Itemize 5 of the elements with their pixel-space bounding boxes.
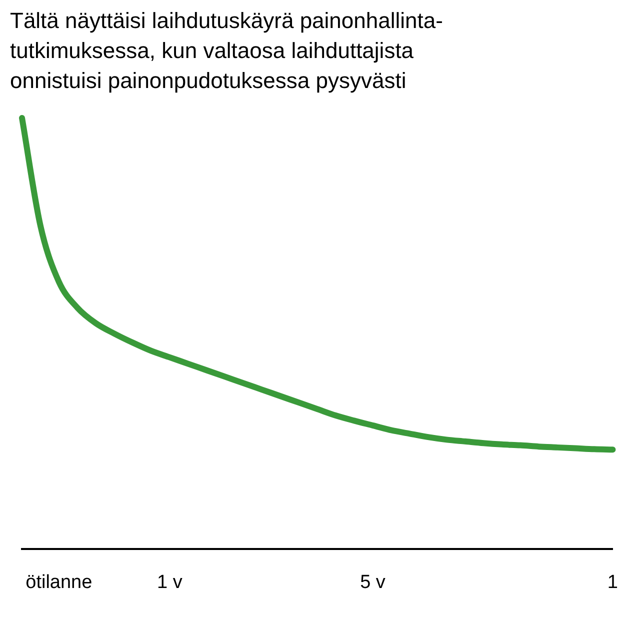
x-tick-label: 1 v (157, 572, 183, 593)
chart-title: Tältä näyttäisi laihdutuskäyrä painonhallinta- tutkimuksessa, kun valtaosa laihduttajista onnistuisi painonpudotuksessa pysyvästi (10, 7, 443, 95)
x-tick-label: 5 v (360, 572, 386, 593)
x-tick-label: 1 (607, 572, 618, 593)
x-tick-label: ötilanne (26, 572, 92, 593)
